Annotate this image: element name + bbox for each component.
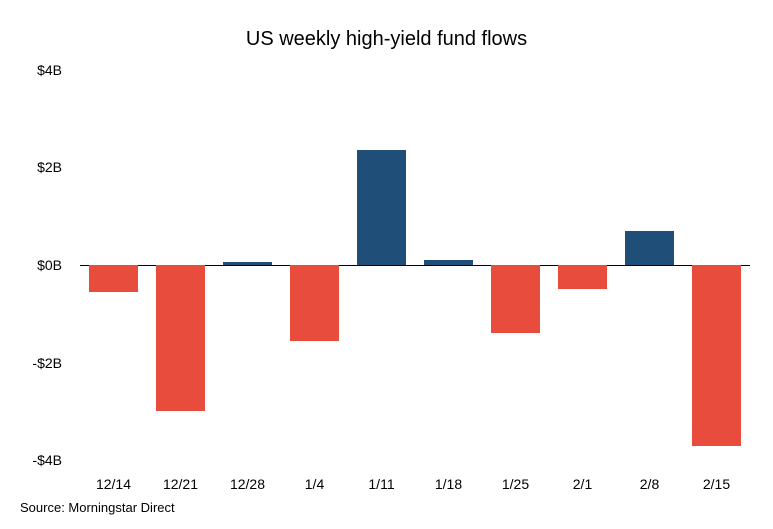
bar [223, 262, 271, 265]
x-tick-label: 12/14 [80, 476, 147, 492]
bar [424, 260, 472, 265]
bar [558, 265, 606, 289]
y-tick-label: -$4B [0, 452, 62, 468]
chart-title: US weekly high-yield fund flows [0, 28, 773, 51]
x-tick-label: 1/25 [482, 476, 549, 492]
bar [156, 265, 204, 411]
x-tick-label: 2/15 [683, 476, 750, 492]
y-tick-label: $0B [0, 257, 62, 273]
x-tick-label: 12/28 [214, 476, 281, 492]
bar [625, 231, 673, 265]
x-tick-label: 1/18 [415, 476, 482, 492]
x-tick-label: 12/21 [147, 476, 214, 492]
x-tick-label: 2/8 [616, 476, 683, 492]
y-tick-label: $4B [0, 62, 62, 78]
source-note: Source: Morningstar Direct [20, 500, 175, 515]
x-tick-label: 1/11 [348, 476, 415, 492]
x-tick-label: 2/1 [549, 476, 616, 492]
y-tick-label: -$2B [0, 355, 62, 371]
bar [491, 265, 539, 333]
bar [89, 265, 137, 292]
bar [290, 265, 338, 341]
chart-container: US weekly high-yield fund flows Source: … [0, 0, 773, 529]
bar [357, 150, 405, 265]
plot-area [80, 60, 750, 470]
bar [692, 265, 740, 446]
x-tick-label: 1/4 [281, 476, 348, 492]
y-tick-label: $2B [0, 159, 62, 175]
